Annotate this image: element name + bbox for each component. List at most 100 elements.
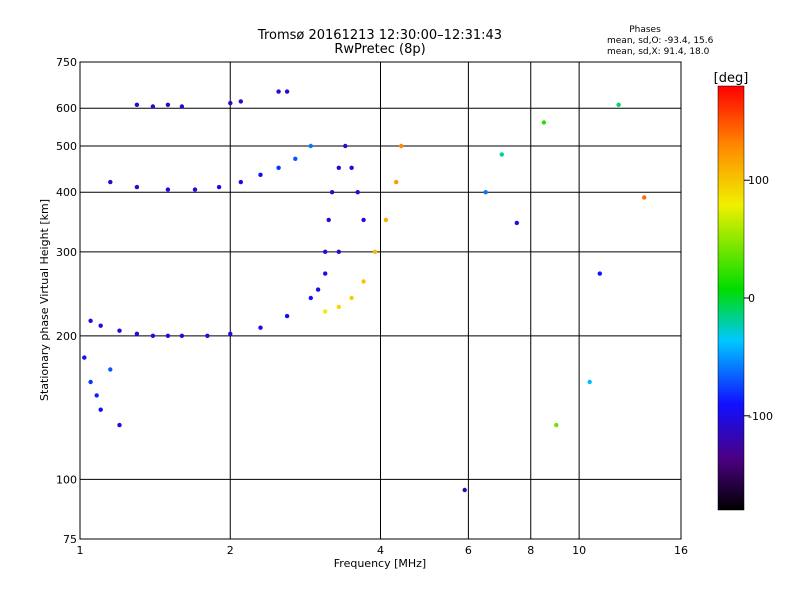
data-point: [597, 271, 602, 276]
y-axis-label: Stationary phase Virtual Height [km]: [38, 199, 51, 401]
colorbar-tick-label: 100: [748, 174, 769, 187]
data-point: [336, 165, 341, 170]
y-tick-label: 400: [56, 186, 77, 199]
colorbar-label: [deg]: [714, 71, 749, 86]
data-point: [336, 304, 341, 310]
chart-title: Tromsø 20161213 12:30:00–12:31:43: [257, 28, 502, 43]
data-point: [587, 379, 592, 385]
x-axis-ticks: 1 2 4 6 8 10 16: [77, 544, 689, 557]
data-point: [462, 487, 467, 493]
data-point: [399, 143, 404, 149]
y-tick-label: 100: [56, 473, 77, 486]
data-point: [483, 190, 488, 195]
data-point: [165, 102, 171, 108]
stats-line-o: mean, sd,O: -93.4, 15.6: [607, 36, 714, 46]
data-point: [98, 407, 103, 412]
data-point: [642, 195, 647, 200]
data-point: [343, 143, 348, 149]
plot-grid: [80, 62, 681, 539]
y-tick-label: 600: [56, 102, 77, 115]
data-point: [117, 328, 122, 333]
chart-subtitle: RwPretec (8p): [334, 42, 425, 57]
data-point: [383, 217, 389, 223]
colorbar-ticks: 100 0 -100: [744, 174, 773, 423]
data-point: [216, 184, 222, 190]
data-point: [323, 309, 328, 314]
data-point: [165, 333, 171, 338]
data-point: [315, 287, 321, 292]
data-point: [150, 104, 156, 109]
y-tick-label: 300: [56, 246, 77, 259]
data-point: [108, 367, 113, 372]
data-point: [134, 102, 140, 108]
data-point: [372, 249, 378, 254]
data-point: [150, 333, 156, 338]
data-point: [98, 323, 103, 328]
data-point: [88, 318, 93, 323]
x-tick-label: 10: [572, 544, 586, 557]
x-axis-label: Frequency [MHz]: [334, 557, 426, 570]
data-point: [355, 190, 360, 195]
data-point: [228, 331, 233, 336]
data-point: [308, 295, 313, 301]
x-tick-label: 2: [227, 544, 234, 557]
data-point: [329, 190, 335, 195]
x-tick-label: 16: [674, 544, 688, 557]
data-point: [258, 325, 263, 330]
data-point: [284, 313, 290, 319]
data-point: [394, 179, 399, 185]
data-point: [514, 220, 519, 226]
data-point: [349, 295, 354, 301]
data-point: [308, 143, 313, 149]
colorbar-tick-label: 0: [748, 292, 755, 305]
data-point: [541, 120, 547, 125]
data-point: [179, 104, 185, 109]
data-point: [238, 179, 243, 185]
data-point: [117, 422, 122, 428]
x-tick-label: 6: [465, 544, 472, 557]
data-point: [276, 89, 281, 94]
data-point: [293, 156, 298, 161]
data-point: [134, 184, 140, 190]
colorbar-tick-label: -100: [748, 410, 773, 423]
data-point: [205, 333, 210, 338]
colorbar: [717, 85, 745, 511]
data-point: [179, 333, 185, 338]
data-point: [192, 187, 198, 192]
data-point: [323, 271, 328, 276]
stats-line-x: mean, sd,X: 91.4, 18.0: [607, 47, 710, 57]
data-point: [94, 393, 99, 398]
data-point: [82, 355, 87, 360]
data-point: [616, 102, 621, 108]
x-tick-label: 1: [77, 544, 84, 557]
data-point: [361, 279, 366, 284]
data-point: [284, 89, 290, 94]
plot-frame: [79, 61, 682, 540]
x-tick-label: 4: [377, 544, 384, 557]
y-tick-label: 75: [63, 533, 77, 546]
data-point: [326, 217, 331, 223]
data-point: [228, 100, 233, 106]
y-tick-label: 750: [56, 56, 77, 69]
data-point: [165, 187, 171, 192]
data-point: [108, 179, 113, 185]
data-point: [276, 165, 281, 170]
data-point: [258, 172, 263, 177]
y-tick-label: 200: [56, 330, 77, 343]
data-points: [82, 89, 647, 493]
stats-heading: Phases: [629, 25, 661, 35]
data-point: [238, 99, 243, 104]
data-point: [361, 217, 366, 223]
data-point: [554, 422, 559, 428]
data-point: [349, 165, 354, 170]
data-point: [336, 249, 341, 254]
y-tick-label: 500: [56, 140, 77, 153]
x-tick-label: 8: [527, 544, 534, 557]
data-point: [499, 152, 504, 157]
data-point: [134, 331, 140, 336]
y-axis-ticks: 75 100 200 300 400 500 600 750: [56, 56, 77, 546]
data-point: [88, 379, 93, 385]
data-point: [323, 249, 328, 254]
